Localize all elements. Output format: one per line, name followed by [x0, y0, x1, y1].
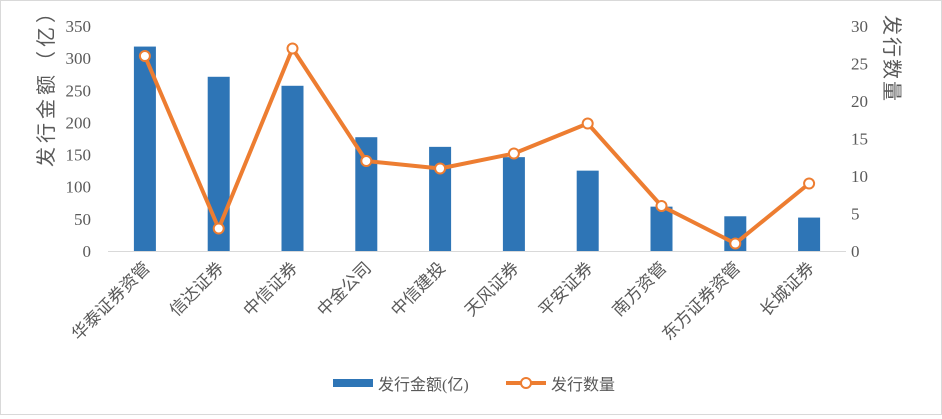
- x-tick-label: 信达证券: [166, 258, 228, 320]
- line-point: [655, 200, 668, 212]
- line-point: [286, 42, 299, 55]
- legend-line-marker: [520, 377, 532, 389]
- y-axis-label: 发行金额（亿）: [35, 1, 58, 167]
- x-tick-label: 长城证券: [756, 258, 818, 320]
- legend: 发行金额(亿) 发行数量: [333, 376, 615, 394]
- bar: [429, 146, 452, 251]
- legend-bar-swatch: [333, 379, 373, 387]
- y2-tick-label: 30: [851, 17, 868, 36]
- line-point: [803, 177, 816, 190]
- line-series: [143, 46, 811, 246]
- y-tick-label: 150: [66, 146, 92, 165]
- line-point: [360, 155, 373, 167]
- x-tick-label: 中信证券: [240, 258, 302, 320]
- bar: [650, 206, 673, 251]
- line-point: [212, 222, 225, 235]
- y-tick-label: 350: [66, 17, 92, 36]
- line-point: [507, 147, 520, 160]
- y-tick-label: 300: [66, 49, 92, 68]
- y-tick-label: 250: [66, 81, 92, 100]
- bar: [207, 76, 230, 252]
- y-tick-label: 50: [74, 210, 91, 229]
- bar: [576, 170, 599, 251]
- y2-tick-label: 25: [851, 55, 868, 74]
- y-tick-label: 0: [83, 242, 92, 261]
- y2-tick-label: 15: [851, 130, 868, 149]
- legend-bar-label: 发行金额(亿): [378, 376, 469, 394]
- x-tick-label: 东方证券资管: [659, 258, 745, 344]
- line-point: [581, 117, 594, 130]
- bar: [798, 217, 821, 251]
- y2-axis-label: 发行数量: [880, 15, 903, 103]
- x-tick-label: 天风证券: [461, 258, 523, 320]
- y-tick-label: 100: [66, 178, 92, 197]
- line-point: [729, 237, 742, 250]
- y-tick-label: 200: [66, 113, 92, 132]
- bar: [133, 46, 156, 252]
- y2-tick-label: 0: [851, 242, 860, 261]
- y2-tick-label: 20: [851, 92, 868, 111]
- y2-tick-label: 10: [851, 167, 868, 186]
- line-point: [434, 162, 447, 175]
- bar: [355, 137, 378, 251]
- line-point: [138, 50, 151, 62]
- x-tick-label: 平安证券: [535, 258, 597, 320]
- legend-line-label: 发行数量: [551, 376, 615, 394]
- x-tick-label: 中金公司: [314, 258, 376, 320]
- y2-tick-label: 5: [851, 205, 860, 224]
- x-tick-label: 华泰证券资管: [68, 258, 154, 344]
- x-tick-label: 中信建投: [387, 258, 449, 320]
- bar: [281, 85, 304, 252]
- x-tick-label: 南方资管: [609, 258, 671, 320]
- bar: [502, 157, 525, 251]
